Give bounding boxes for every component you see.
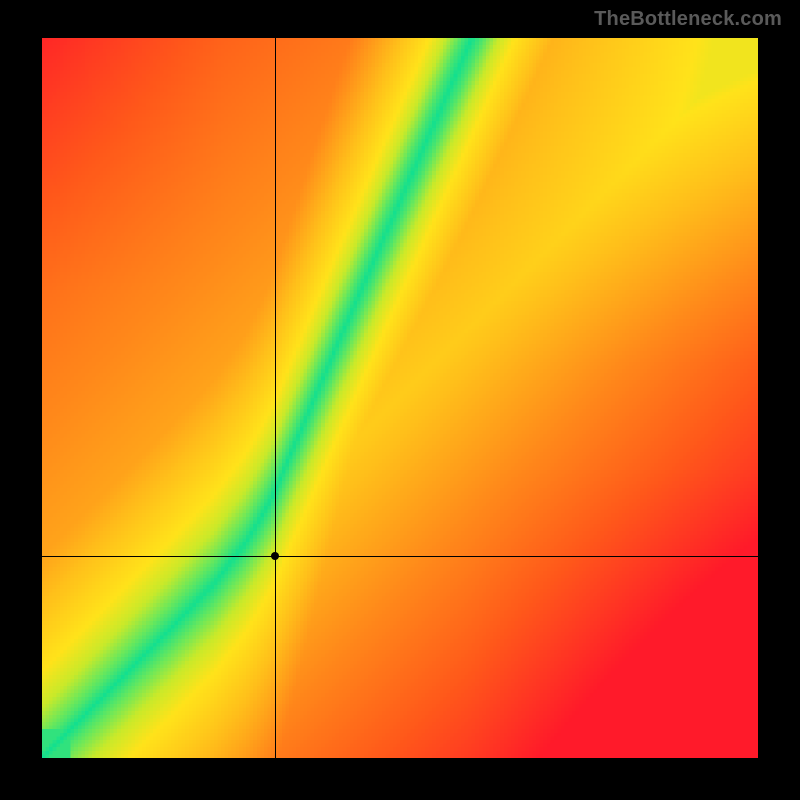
crosshair-vertical (275, 38, 276, 758)
heatmap-plot (42, 38, 758, 758)
crosshair-horizontal (42, 556, 758, 557)
watermark-text: TheBottleneck.com (594, 8, 782, 31)
crosshair-marker (271, 552, 279, 560)
heatmap-canvas (42, 38, 758, 758)
